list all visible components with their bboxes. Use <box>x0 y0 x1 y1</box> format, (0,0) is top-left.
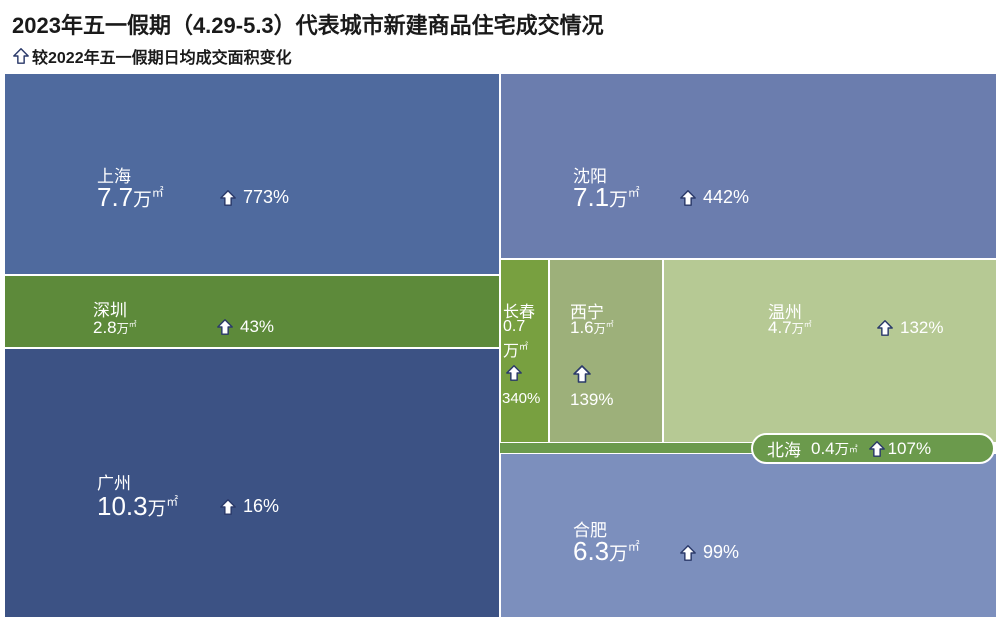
area-unit-sup: ㎡ <box>627 540 640 554</box>
tile-changchun: 长春 0.7 万㎡ 340% <box>500 259 549 443</box>
city-label: 长春 <box>503 304 536 321</box>
change-value: 132% <box>876 318 943 338</box>
area-unit-sup: ㎡ <box>605 319 614 329</box>
city-label: 沈阳 <box>573 167 607 186</box>
area-value: 7.7万㎡ <box>97 182 164 213</box>
area-unit: 万 <box>593 322 606 336</box>
tile-hefei: 合肥 6.3万㎡ 99% <box>500 453 997 618</box>
area-unit: 万 <box>834 442 850 458</box>
up-arrow-icon <box>219 189 237 207</box>
subtitle-text: 较2022年五一假期日均成交面积变化 <box>32 50 292 67</box>
change-text: 139% <box>570 390 614 409</box>
up-arrow-icon <box>868 440 886 458</box>
tile-shenzhen: 深圳 2.8万㎡ 43% <box>4 275 500 348</box>
area-number: 7.7 <box>97 182 134 212</box>
area-unit-sup: ㎡ <box>166 495 179 509</box>
tile-shanghai: 上海 7.7万㎡ 773% <box>4 73 500 275</box>
area-unit: 万 <box>133 189 152 210</box>
tile-guangzhou: 广州 10.3万㎡ 16% <box>4 348 500 618</box>
area-number: 10.3 <box>97 491 148 521</box>
area-value: 2.8万㎡ <box>93 318 137 338</box>
area-unit: 万 <box>116 322 129 336</box>
change-arrow <box>572 364 592 384</box>
change-text: 107% <box>887 438 932 458</box>
area-unit: 万 <box>503 343 520 360</box>
area-unit: 万 <box>147 498 167 519</box>
area-value: 1.6万㎡ <box>570 318 614 338</box>
area-value: 7.1万㎡ <box>573 182 640 213</box>
area-number: 7.1 <box>573 182 610 212</box>
area-unit-line: 万㎡ <box>503 337 528 361</box>
area-value: 6.3万㎡ <box>573 536 640 567</box>
area-value: 10.3万㎡ <box>97 491 178 522</box>
area-number: 4.7 <box>768 318 792 337</box>
change-value: 773% <box>219 187 289 208</box>
area-number: 0.4 <box>811 438 835 458</box>
change-text: 99% <box>703 542 740 562</box>
tile-xining: 西宁 1.6万㎡ 139% <box>549 259 663 443</box>
area-number: 1.6 <box>570 318 594 337</box>
area-unit-sup: ㎡ <box>803 319 812 329</box>
city-label: 深圳 <box>93 301 127 320</box>
tile-beihai <box>500 443 753 453</box>
area-number: 0.7 <box>503 318 526 335</box>
chart-title: 2023年五一假期（4.29-5.3）代表城市新建商品住宅成交情况 <box>12 13 604 38</box>
city-label: 温州 <box>768 303 802 322</box>
area-unit: 万 <box>791 322 804 336</box>
up-arrow-icon <box>13 48 29 64</box>
area-value: 4.7万㎡ <box>768 318 812 338</box>
tile-shenyang: 沈阳 7.1万㎡ 442% <box>500 73 997 259</box>
change-text: 43% <box>240 317 275 336</box>
change-text: 16% <box>243 496 280 516</box>
change-text: 132% <box>900 318 944 337</box>
area-unit-sup: ㎡ <box>849 443 858 454</box>
area-unit: 万 <box>609 189 628 210</box>
change-value: 99% <box>679 542 739 563</box>
tile-wenzhou: 温州 4.7万㎡ 132% <box>663 259 997 443</box>
area-number: 2.8 <box>93 318 117 337</box>
city-label: 广州 <box>97 474 131 493</box>
area-number: 6.3 <box>573 536 610 566</box>
chart-subtitle: 较2022年五一假期日均成交面积变化 <box>12 44 292 68</box>
city-label: 西宁 <box>570 303 604 322</box>
area-unit-sup: ㎡ <box>128 319 137 329</box>
area-unit: 万 <box>609 543 628 564</box>
up-arrow-icon <box>216 318 234 336</box>
area-unit-sup: ㎡ <box>627 186 640 200</box>
area-unit-sup: ㎡ <box>151 186 164 200</box>
change-arrow <box>505 364 523 382</box>
change-text: 340% <box>502 390 541 407</box>
up-arrow-icon <box>572 364 592 384</box>
up-arrow-icon <box>219 498 237 516</box>
area-unit-sup: ㎡ <box>519 341 529 352</box>
up-arrow-icon <box>876 319 894 337</box>
change-value: 16% <box>219 496 279 517</box>
city-label: 合肥 <box>573 521 607 540</box>
change-text: 442% <box>703 187 750 207</box>
change-value: 442% <box>679 187 749 208</box>
up-arrow-icon <box>679 189 697 207</box>
city-label: 上海 <box>97 167 131 186</box>
change-value: 43% <box>216 317 274 337</box>
change-text: 773% <box>243 187 290 207</box>
city-label: 北海 <box>767 441 801 460</box>
up-arrow-icon <box>505 364 523 382</box>
up-arrow-icon <box>679 544 697 562</box>
